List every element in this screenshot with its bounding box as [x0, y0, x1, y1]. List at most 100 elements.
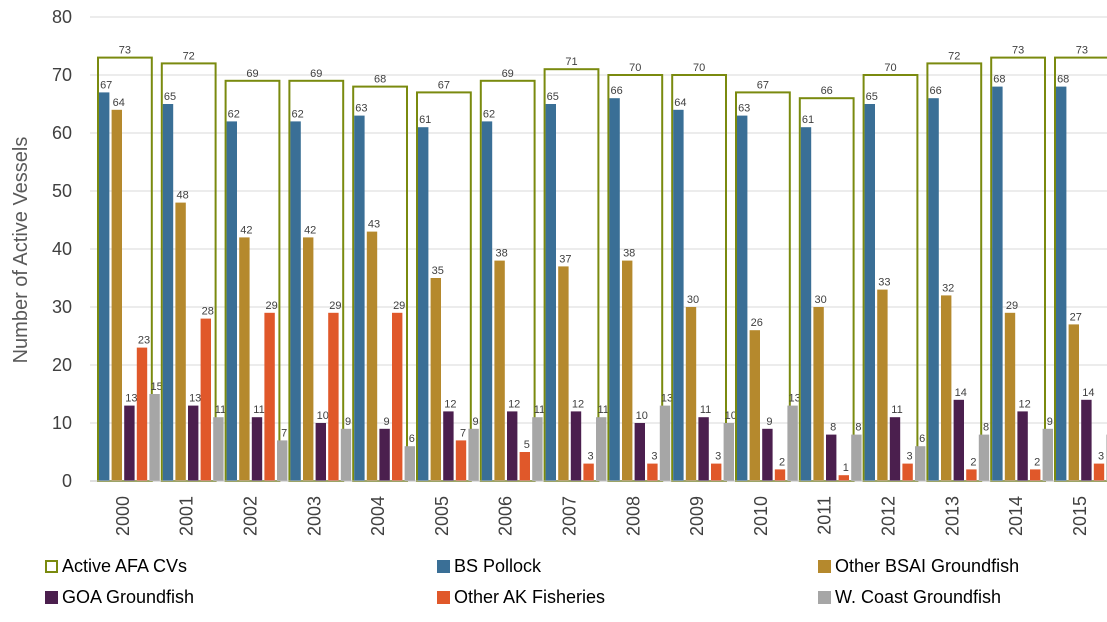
data-label: 65: [866, 91, 878, 103]
data-label: 11: [700, 404, 711, 416]
bar-other-ak-fisheries: [519, 452, 530, 481]
data-label: 73: [119, 45, 131, 57]
bar-goa-groundfish: [251, 417, 263, 481]
data-label: 3: [907, 451, 913, 463]
data-label: 12: [444, 398, 456, 410]
bar-other-bsai-groundfish: [1068, 324, 1079, 481]
bar-other-ak-fisheries: [647, 463, 658, 481]
bar-other-bsai-groundfish: [366, 231, 378, 481]
x-tick-label: 2006: [496, 496, 516, 536]
data-label: 63: [738, 103, 750, 115]
bar-bs-pollock: [609, 98, 620, 481]
data-label: 67: [438, 79, 450, 91]
data-label: 38: [623, 248, 635, 260]
bar-w-coast-groundfish: [213, 417, 224, 481]
data-label: 6: [919, 433, 925, 445]
bar-other-bsai-groundfish: [494, 260, 505, 481]
bar-goa-groundfish: [634, 423, 645, 481]
data-label: 2: [779, 456, 785, 468]
data-label: 1: [843, 462, 849, 474]
data-label: 23: [138, 335, 150, 347]
bar-other-ak-fisheries: [1093, 463, 1105, 481]
data-label: 12: [572, 398, 584, 410]
data-label: 62: [228, 108, 240, 120]
bar-other-bsai-groundfish: [239, 237, 250, 481]
bar-goa-groundfish: [188, 405, 199, 481]
data-label: 14: [955, 387, 967, 399]
data-label: 43: [368, 219, 380, 231]
bar-other-ak-fisheries: [711, 463, 722, 481]
y-axis-label: Number of Active Vessels: [10, 137, 32, 364]
bar-other-bsai-groundfish: [1004, 312, 1016, 481]
data-label: 38: [495, 248, 507, 260]
bar-other-ak-fisheries: [392, 312, 403, 481]
bar-other-ak-fisheries: [1030, 469, 1041, 481]
x-tick-label: 2004: [368, 496, 388, 536]
data-label: 29: [265, 300, 277, 312]
x-tick-label: 2010: [751, 496, 771, 536]
data-label: 10: [636, 410, 648, 422]
bar-goa-groundfish: [124, 405, 135, 481]
bar-goa-groundfish: [570, 411, 582, 481]
data-label: 65: [547, 91, 559, 103]
data-label: 35: [432, 265, 444, 277]
data-label: 7: [281, 427, 287, 439]
bar-bs-pollock: [99, 92, 110, 482]
bar-goa-groundfish: [443, 411, 454, 481]
data-label: 69: [246, 68, 258, 80]
bar-w-coast-groundfish: [659, 405, 671, 481]
data-label: 69: [310, 68, 322, 80]
bar-bs-pollock: [673, 109, 684, 482]
bar-goa-groundfish: [698, 417, 709, 481]
bar-w-coast-groundfish: [915, 446, 926, 481]
data-label: 9: [473, 416, 479, 428]
data-label: 2: [1034, 456, 1040, 468]
x-tick-label: 2003: [304, 496, 324, 536]
data-label: 10: [317, 410, 329, 422]
y-tick-label: 80: [52, 7, 72, 27]
bar-other-ak-fisheries: [583, 463, 594, 481]
bar-other-ak-fisheries: [264, 312, 275, 481]
x-tick-label: 2011: [815, 496, 835, 535]
bar-bs-pollock: [545, 104, 556, 481]
bar-bs-pollock: [418, 127, 429, 481]
data-label: 42: [304, 224, 316, 236]
data-label: 29: [329, 300, 341, 312]
x-tick-label: 2002: [241, 496, 261, 536]
bar-w-coast-groundfish: [532, 417, 543, 481]
data-label: 30: [687, 294, 699, 306]
bar-w-coast-groundfish: [149, 394, 160, 481]
data-label: 13: [661, 393, 673, 405]
data-label: 33: [878, 277, 890, 289]
y-tick-label: 40: [52, 239, 72, 259]
data-label: 37: [559, 253, 571, 265]
y-tick-label: 60: [52, 123, 72, 143]
data-label: 61: [802, 114, 814, 126]
data-label: 32: [942, 282, 954, 294]
bar-bs-pollock: [290, 121, 301, 482]
data-label: 70: [693, 62, 705, 74]
data-label: 66: [929, 85, 941, 97]
data-label: 29: [393, 300, 405, 312]
data-label: 2: [970, 456, 976, 468]
bar-bs-pollock: [162, 104, 174, 481]
x-tick-label: 2005: [432, 496, 452, 536]
bar-other-bsai-groundfish: [111, 109, 122, 482]
data-label: 5: [524, 439, 530, 451]
bar-w-coast-groundfish: [277, 440, 288, 481]
bar-bs-pollock: [864, 104, 875, 481]
x-tick-label: 2015: [1070, 496, 1090, 536]
bar-other-bsai-groundfish: [430, 278, 441, 481]
bar-other-ak-fisheries: [455, 440, 467, 481]
bar-other-bsai-groundfish: [622, 260, 633, 481]
bar-bs-pollock: [800, 127, 812, 481]
bar-other-bsai-groundfish: [685, 307, 697, 481]
bar-w-coast-groundfish: [468, 428, 479, 481]
data-label: 11: [253, 404, 264, 416]
data-label: 61: [419, 114, 431, 126]
data-label: 73: [1076, 45, 1088, 57]
bar-other-ak-fisheries: [966, 469, 977, 481]
data-label: 14: [1082, 387, 1094, 399]
data-label: 11: [534, 404, 545, 416]
bar-other-bsai-groundfish: [303, 237, 314, 481]
